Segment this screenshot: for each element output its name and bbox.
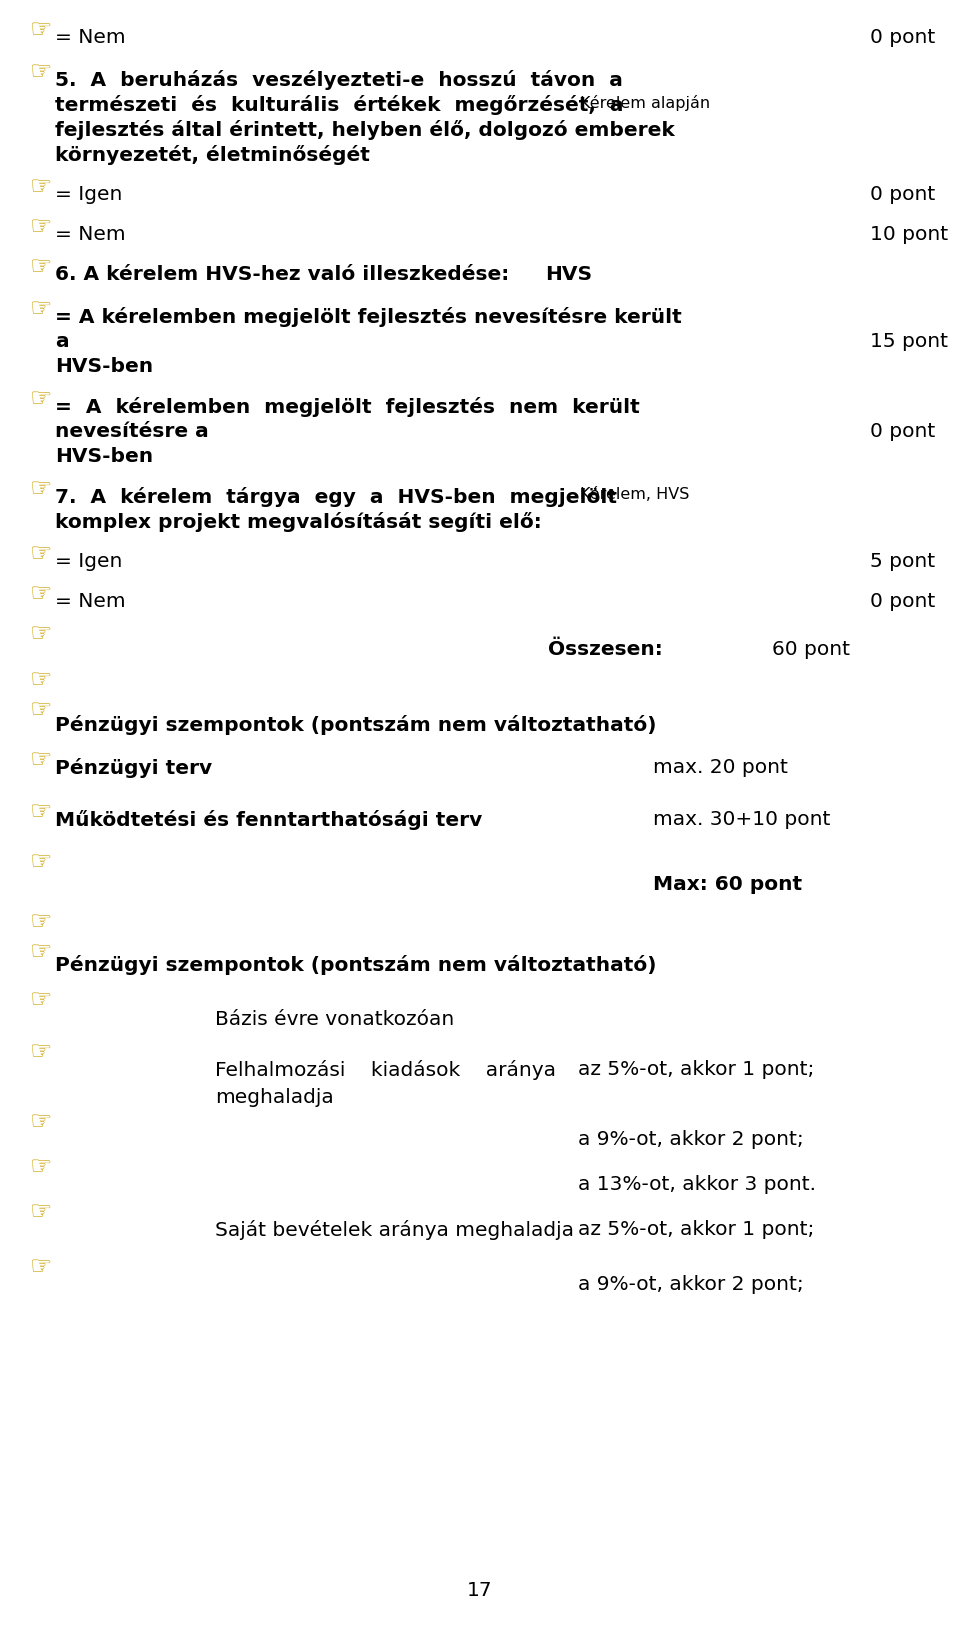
Text: HVS: HVS [545, 264, 592, 284]
Text: nevesítésre a: nevesítésre a [55, 422, 208, 440]
Text: ☞: ☞ [30, 582, 53, 606]
Text: Kérelem alapján: Kérelem alapján [580, 95, 710, 111]
Text: ☞: ☞ [30, 476, 53, 500]
Text: ☞: ☞ [30, 254, 53, 279]
Text: ☞: ☞ [30, 541, 53, 566]
Text: Működtetési és fenntarthatósági terv: Működtetési és fenntarthatósági terv [55, 810, 482, 830]
Text: a 9%-ot, akkor 2 pont;: a 9%-ot, akkor 2 pont; [578, 1130, 804, 1148]
Text: a: a [55, 333, 68, 350]
Text: 5 pont: 5 pont [870, 551, 935, 570]
Text: 0 pont: 0 pont [870, 28, 935, 47]
Text: fejlesztés által érintett, helyben élő, dolgozó emberek: fejlesztés által érintett, helyben élő, … [55, 121, 675, 140]
Text: ☞: ☞ [30, 698, 53, 722]
Text: 0 pont: 0 pont [870, 422, 935, 440]
Text: ☞: ☞ [30, 988, 53, 1011]
Text: = Igen: = Igen [55, 184, 122, 204]
Text: Pénzügyi szempontok (pontszám nem változtatható): Pénzügyi szempontok (pontszám nem változ… [55, 714, 657, 735]
Text: ☞: ☞ [30, 1253, 53, 1278]
Text: 7.  A  kérelem  tárgya  egy  a  HVS-ben  megjelölt: 7. A kérelem tárgya egy a HVS-ben megjel… [55, 487, 617, 507]
Text: az 5%-ot, akkor 1 pont;: az 5%-ot, akkor 1 pont; [578, 1060, 814, 1079]
Text: 15 pont: 15 pont [870, 333, 948, 350]
Text: a 9%-ot, akkor 2 pont;: a 9%-ot, akkor 2 pont; [578, 1275, 804, 1293]
Text: a 13%-ot, akkor 3 pont.: a 13%-ot, akkor 3 pont. [578, 1174, 816, 1193]
Text: ☞: ☞ [30, 174, 53, 199]
Text: Pénzügyi szempontok (pontszám nem változtatható): Pénzügyi szempontok (pontszám nem változ… [55, 955, 657, 975]
Text: 0 pont: 0 pont [870, 592, 935, 611]
Text: 6. A kérelem HVS-hez való illeszkedése:: 6. A kérelem HVS-hez való illeszkedése: [55, 264, 509, 284]
Text: környezetét, életminőségét: környezetét, életminőségét [55, 145, 370, 165]
Text: ☞: ☞ [30, 939, 53, 963]
Text: komplex projekt megvalósítását segíti elő:: komplex projekt megvalósítását segíti el… [55, 512, 541, 531]
Text: = Nem: = Nem [55, 225, 126, 244]
Text: max. 30+10 pont: max. 30+10 pont [653, 810, 830, 828]
Text: természeti  és  kulturális  értékek  megőrzését,  a: természeti és kulturális értékek megőrzé… [55, 95, 623, 116]
Text: 17: 17 [468, 1581, 492, 1599]
Text: HVS-ben: HVS-ben [55, 357, 154, 377]
Text: ☞: ☞ [30, 1110, 53, 1133]
Text: Kérelem, HVS: Kérelem, HVS [580, 487, 689, 502]
Text: = Nem: = Nem [55, 28, 126, 47]
Text: ☞: ☞ [30, 621, 53, 645]
Text: ☞: ☞ [30, 60, 53, 85]
Text: ☞: ☞ [30, 910, 53, 934]
Text: 5.  A  beruházás  veszélyezteti-e  hosszú  távon  a: 5. A beruházás veszélyezteti-e hosszú tá… [55, 70, 623, 90]
Text: ☞: ☞ [30, 668, 53, 691]
Text: ☞: ☞ [30, 215, 53, 240]
Text: Bázis évre vonatkozóan: Bázis évre vonatkozóan [215, 1009, 454, 1029]
Text: Összesen:: Összesen: [548, 639, 662, 659]
Text: ☞: ☞ [30, 748, 53, 771]
Text: Saját bevételek aránya meghaladja: Saját bevételek aránya meghaladja [215, 1219, 574, 1239]
Text: Pénzügyi terv: Pénzügyi terv [55, 758, 212, 778]
Text: ☞: ☞ [30, 1200, 53, 1222]
Text: ☞: ☞ [30, 297, 53, 321]
Text: 0 pont: 0 pont [870, 184, 935, 204]
Text: ☞: ☞ [30, 386, 53, 411]
Text: = A kérelemben megjelölt fejlesztés nevesítésre került: = A kérelemben megjelölt fejlesztés neve… [55, 306, 682, 326]
Text: =  A  kérelemben  megjelölt  fejlesztés  nem  került: = A kérelemben megjelölt fejlesztés nem … [55, 396, 639, 417]
Text: Max: 60 pont: Max: 60 pont [653, 874, 803, 893]
Text: ☞: ☞ [30, 18, 53, 42]
Text: meghaladja: meghaladja [215, 1087, 334, 1107]
Text: az 5%-ot, akkor 1 pont;: az 5%-ot, akkor 1 pont; [578, 1219, 814, 1239]
Text: max. 20 pont: max. 20 pont [653, 758, 788, 776]
Text: 10 pont: 10 pont [870, 225, 948, 244]
Text: 60 pont: 60 pont [772, 639, 850, 659]
Text: HVS-ben: HVS-ben [55, 447, 154, 466]
Text: ☞: ☞ [30, 1154, 53, 1178]
Text: ☞: ☞ [30, 1040, 53, 1063]
Text: ☞: ☞ [30, 799, 53, 823]
Text: = Nem: = Nem [55, 592, 126, 611]
Text: Felhalmozási    kiadások    aránya: Felhalmozási kiadások aránya [215, 1060, 556, 1079]
Text: = Igen: = Igen [55, 551, 122, 570]
Text: ☞: ☞ [30, 849, 53, 874]
